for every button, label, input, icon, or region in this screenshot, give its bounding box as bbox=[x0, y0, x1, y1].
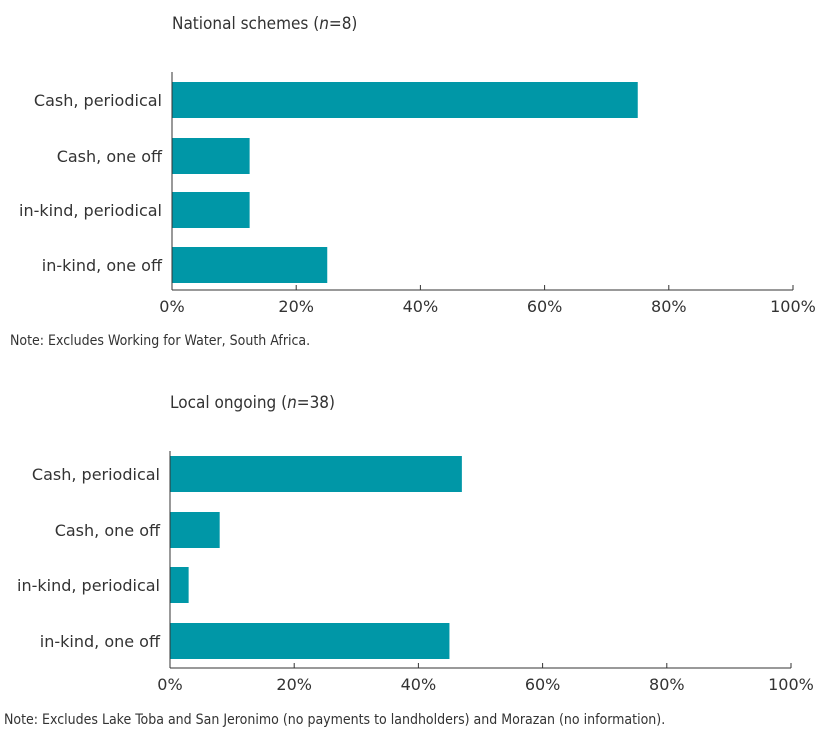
category-label: Cash, periodical bbox=[34, 91, 162, 110]
category-label: in-kind, periodical bbox=[19, 201, 162, 220]
category-label: in-kind, one off bbox=[42, 256, 163, 275]
x-tick-label: 80% bbox=[649, 675, 685, 694]
bar bbox=[170, 623, 450, 659]
x-tick-label: 20% bbox=[278, 297, 314, 316]
category-label: in-kind, one off bbox=[40, 632, 161, 651]
x-tick-label: 80% bbox=[651, 297, 687, 316]
x-tick-label: 60% bbox=[525, 675, 561, 694]
x-tick-label: 60% bbox=[527, 297, 563, 316]
x-tick-label: 40% bbox=[401, 675, 437, 694]
bar bbox=[172, 82, 638, 118]
x-tick-label: 40% bbox=[403, 297, 439, 316]
x-tick-label: 0% bbox=[157, 675, 182, 694]
chart-title-national: National schemes (n=8) bbox=[172, 14, 358, 34]
chart-note-national: Note: Excludes Working for Water, South … bbox=[10, 333, 311, 349]
chart-note-local: Note: Excludes Lake Toba and San Jeronim… bbox=[4, 712, 666, 728]
category-label: Cash, periodical bbox=[32, 465, 160, 484]
bar bbox=[172, 138, 250, 174]
chart-title-local: Local ongoing (n=38) bbox=[170, 393, 336, 413]
category-label: in-kind, periodical bbox=[17, 576, 160, 595]
bar bbox=[170, 567, 189, 603]
bar bbox=[170, 512, 220, 548]
bar bbox=[172, 247, 328, 283]
bar bbox=[172, 192, 250, 228]
x-tick-label: 100% bbox=[768, 675, 814, 694]
x-tick-label: 100% bbox=[770, 297, 816, 316]
x-tick-label: 0% bbox=[159, 297, 184, 316]
category-label: Cash, one off bbox=[57, 147, 163, 166]
category-label: Cash, one off bbox=[55, 521, 161, 540]
x-tick-label: 20% bbox=[276, 675, 312, 694]
bar bbox=[170, 456, 462, 492]
